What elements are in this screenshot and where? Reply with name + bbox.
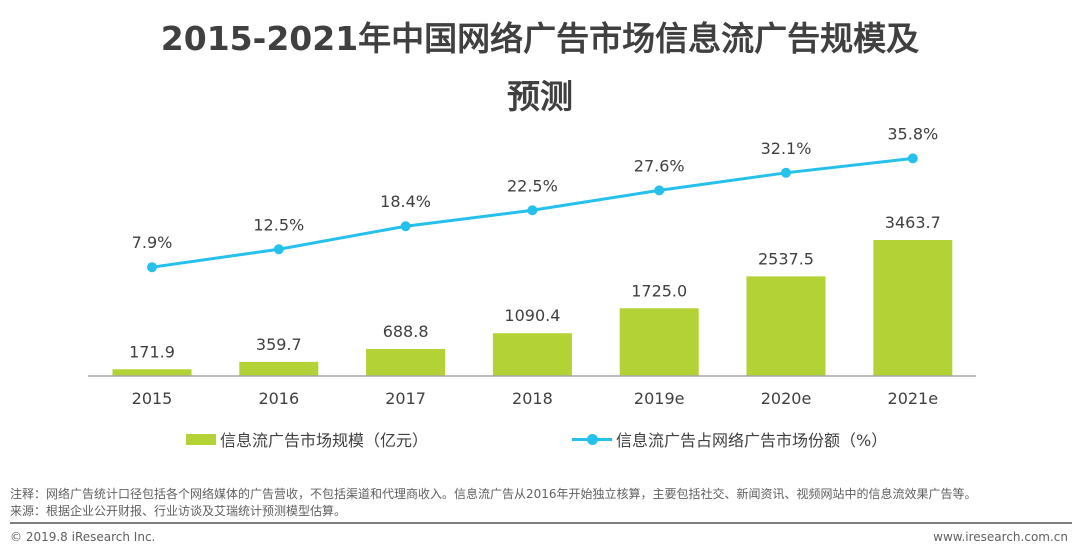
bar-value-label: 359.7 (256, 335, 302, 354)
bar-2019e (619, 308, 699, 376)
line-value-label: 18.4% (380, 192, 431, 211)
line-point-2016 (273, 244, 284, 255)
x-tick-label: 2018 (512, 389, 553, 408)
line-value-label: 27.6% (634, 156, 685, 175)
bar-value-label: 1090.4 (504, 306, 560, 325)
bar-value-label: 688.8 (383, 322, 429, 341)
line-point-2015 (147, 262, 157, 273)
line-point-2018 (527, 205, 538, 216)
line-point-2019e (654, 185, 665, 196)
x-tick-label: 2019e (634, 389, 685, 408)
x-tick-label: 2015 (132, 389, 173, 408)
bar-2018 (492, 333, 572, 376)
line-point-2021e (907, 153, 918, 164)
chart-title-line1: 2015-2021年中国网络广告市场信息流广告规模及 (160, 19, 920, 58)
legend-bar-swatch (186, 433, 216, 445)
footer-divider (10, 522, 1072, 524)
bar-value-label: 3463.7 (885, 213, 941, 232)
footnote-note: 注释：网络广告统计口径包括各个网络媒体的广告营收，不包括渠道和代理商收入。信息流… (10, 487, 977, 501)
bar-2017 (366, 348, 446, 376)
line-value-label: 32.1% (761, 139, 812, 158)
x-tick-label: 2021e (888, 389, 939, 408)
line-value-label: 12.5% (253, 215, 304, 234)
bar-2015 (112, 369, 192, 376)
bar-value-label: 171.9 (129, 342, 175, 361)
x-tick-label: 2017 (385, 389, 426, 408)
x-tick-label: 2016 (258, 389, 299, 408)
legend-line-label: 信息流广告占网络广告市场份额（%） (616, 431, 888, 450)
footnote-source: 来源：根据企业公开财报、行业访谈及艾瑞统计预测模型估算。 (10, 504, 347, 518)
legend-item-bar: 信息流广告市场规模（亿元） (186, 427, 428, 451)
bar-2021e (873, 240, 953, 376)
line-value-label: 35.8% (887, 124, 938, 143)
copyright-text: © 2019.8 iResearch Inc. (10, 530, 156, 544)
line-point-2020e (781, 167, 791, 178)
legend-line-swatch (572, 433, 612, 445)
chart-title-line2: 预测 (507, 77, 573, 116)
legend-bar-label: 信息流广告市场规模（亿元） (220, 431, 429, 450)
x-tick-label: 2020e (761, 389, 812, 408)
line-value-label: 22.5% (507, 176, 558, 195)
bar-2016 (239, 361, 319, 376)
line-value-label: 7.9% (132, 233, 173, 252)
bar-value-label: 2537.5 (758, 249, 814, 268)
combo-chart: 171.9 359.7688.81090.41725.02537.53463.7 … (88, 124, 976, 408)
legend-item-line: 信息流广告占网络广告市场份额（%） (572, 427, 887, 451)
line-point-2017 (400, 221, 411, 232)
website-link[interactable]: www.iresearch.com.cn (933, 530, 1068, 544)
bar-2020e (746, 276, 826, 376)
bar-value-label: 1725.0 (631, 281, 687, 300)
